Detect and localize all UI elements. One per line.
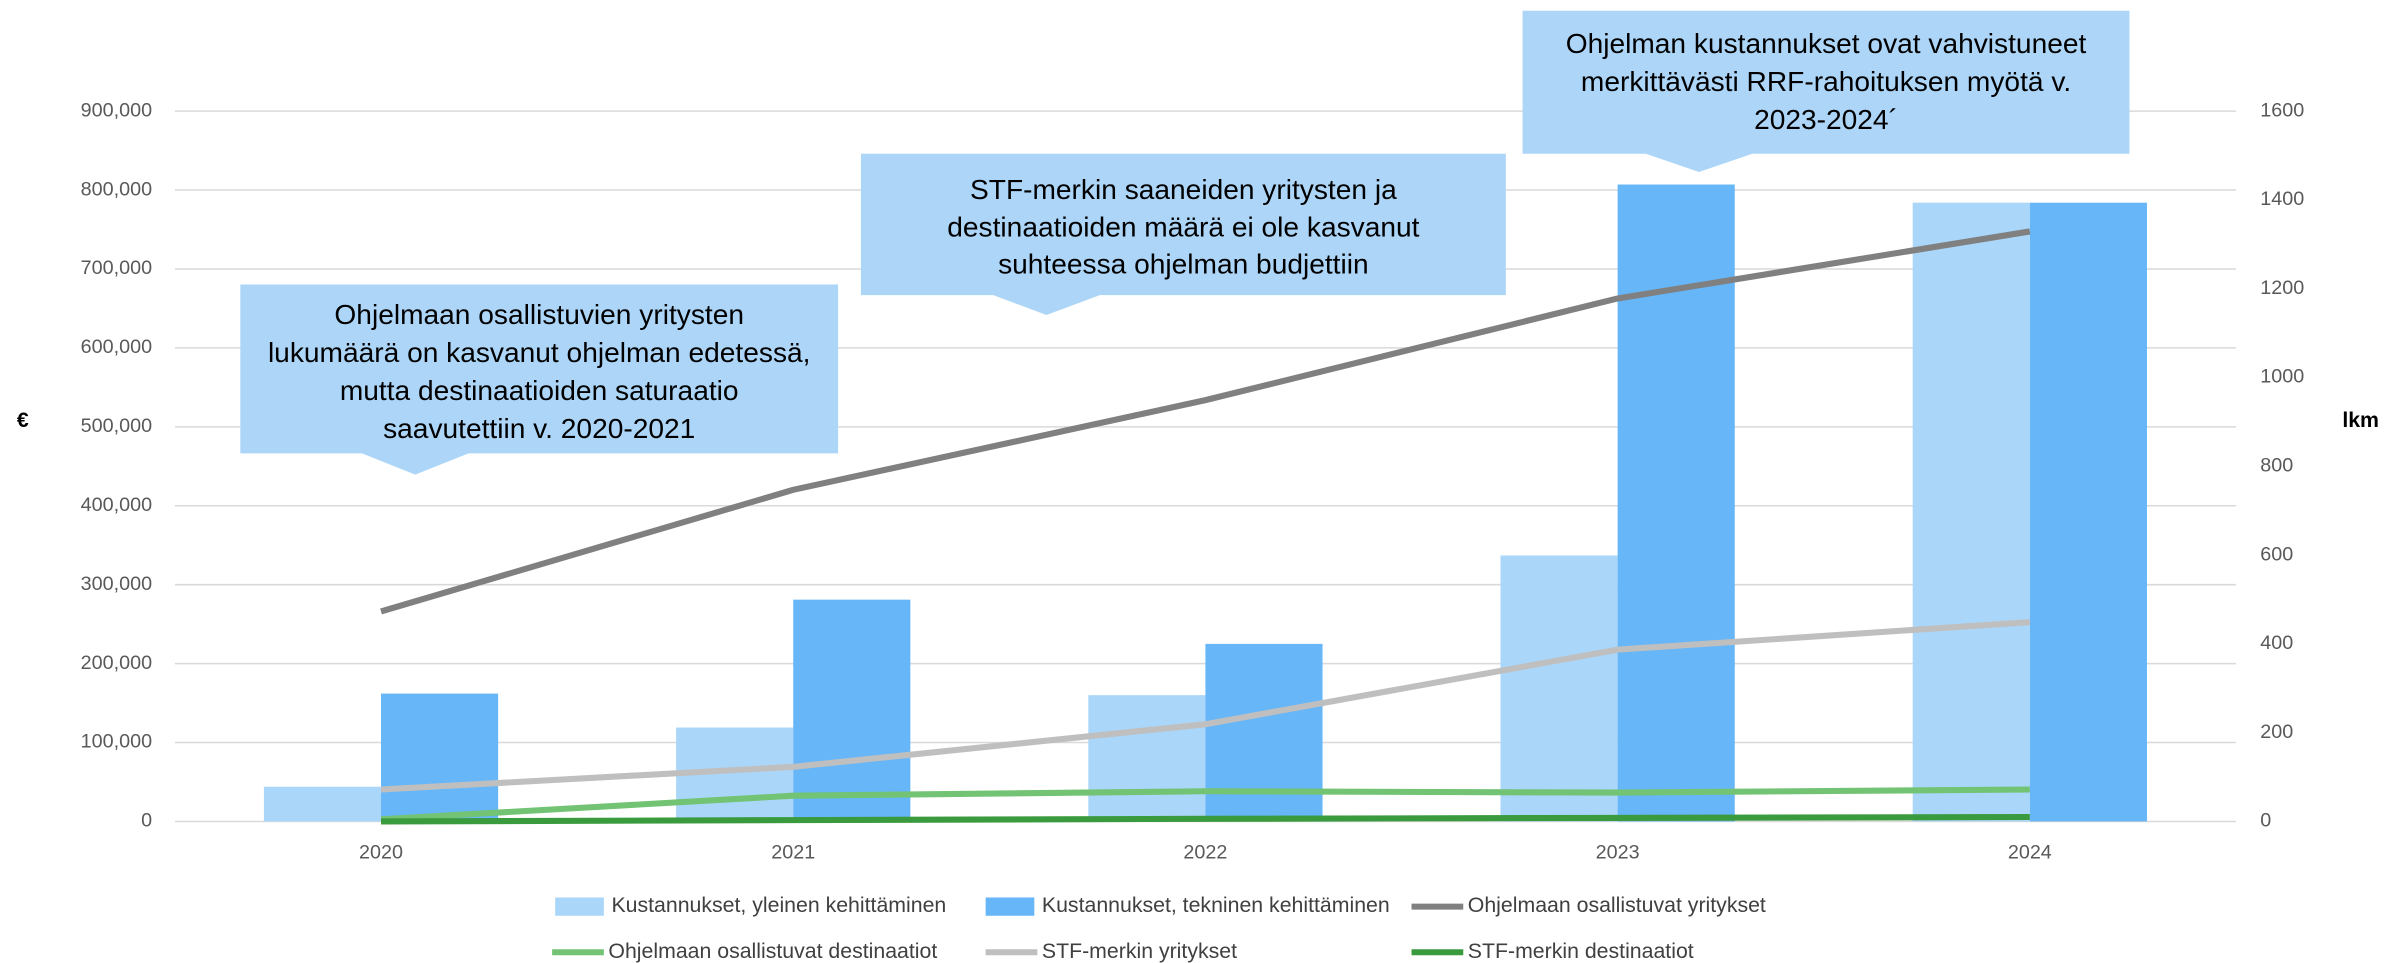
line: [380, 228, 2031, 615]
legend-label: Ohjelmaan osallistuvat destinaatiot: [608, 939, 937, 963]
x-tick-label: 2022: [1183, 842, 1227, 864]
callout: [240, 284, 839, 475]
callout: [1522, 10, 2130, 172]
x-tick-label: 2024: [2008, 842, 2052, 864]
line: [380, 619, 2031, 793]
callout-text: Ohjelmaan osallistuvien yritysten: [334, 299, 744, 330]
bar: [2029, 202, 2147, 822]
y2-axis-label: lkm: [2342, 408, 2379, 432]
y-axis-label: €: [17, 408, 29, 432]
y-tick-label: 0: [141, 810, 152, 832]
y2-tick-label: 1600: [2260, 99, 2304, 121]
y-tick-label: 200,000: [81, 652, 152, 674]
bar: [1912, 202, 2030, 822]
bar: [381, 693, 499, 822]
callout-text: suhteessa ohjelman budjettiin: [998, 249, 1369, 280]
callout-text: Ohjelman kustannukset ovat vahvistuneet: [1566, 28, 2087, 59]
bar: [263, 786, 382, 822]
y2-tick-label: 400: [2260, 632, 2293, 654]
bar: [1205, 643, 1323, 822]
y-tick-label: 800,000: [81, 178, 152, 200]
x-tick-label: 2023: [1596, 842, 1640, 864]
y2-tick-label: 1400: [2260, 188, 2304, 210]
legend-label: STF-merkin yritykset: [1042, 939, 1237, 963]
y-tick-label: 500,000: [81, 415, 152, 437]
y-tick-label: 700,000: [81, 257, 152, 279]
callout-text: mutta destinaatioiden saturaatio: [340, 375, 739, 406]
legend-label: Kustannukset, tekninen kehittäminen: [1042, 893, 1390, 917]
y2-tick-label: 0: [2260, 810, 2271, 832]
legend-label: STF-merkin destinaatiot: [1468, 939, 1694, 963]
legend-swatch: [555, 897, 604, 916]
callout-text: saavutettiin v. 2020-2021: [383, 413, 695, 444]
callout-text: 2023-2024´: [1754, 104, 1898, 135]
y-tick-label: 100,000: [81, 731, 152, 753]
line: [380, 786, 2030, 823]
line: [381, 813, 2030, 825]
legend-label: Ohjelmaan osallistuvat yritykset: [1468, 893, 1766, 917]
x-tick-label: 2020: [359, 842, 403, 864]
bar: [793, 599, 911, 822]
bar: [1088, 695, 1206, 822]
callout-text: lukumäärä on kasvanut ohjelman edetessä,: [268, 337, 811, 368]
x-tick-label: 2021: [771, 842, 815, 864]
y2-tick-label: 800: [2260, 455, 2293, 477]
callout-text: merkittävästi RRF-rahoituksen myötä v.: [1581, 66, 2071, 97]
y2-tick-label: 200: [2260, 721, 2293, 743]
y-tick-label: 600,000: [81, 336, 152, 358]
y2-tick-label: 1200: [2260, 277, 2304, 299]
callout-text: STF-merkin saaneiden yritysten ja: [970, 174, 1397, 205]
y2-tick-label: 600: [2260, 543, 2293, 565]
bar: [1500, 555, 1618, 822]
legend-label: Kustannukset, yleinen kehittäminen: [611, 893, 946, 917]
y2-tick-label: 1000: [2260, 366, 2304, 388]
callout-text: destinaatioiden määrä ei ole kasvanut: [947, 211, 1419, 242]
y-tick-label: 400,000: [81, 494, 152, 516]
y-tick-label: 900,000: [81, 99, 152, 121]
legend-swatch: [985, 897, 1035, 916]
callout: [860, 153, 1506, 315]
y-tick-label: 300,000: [81, 573, 152, 595]
